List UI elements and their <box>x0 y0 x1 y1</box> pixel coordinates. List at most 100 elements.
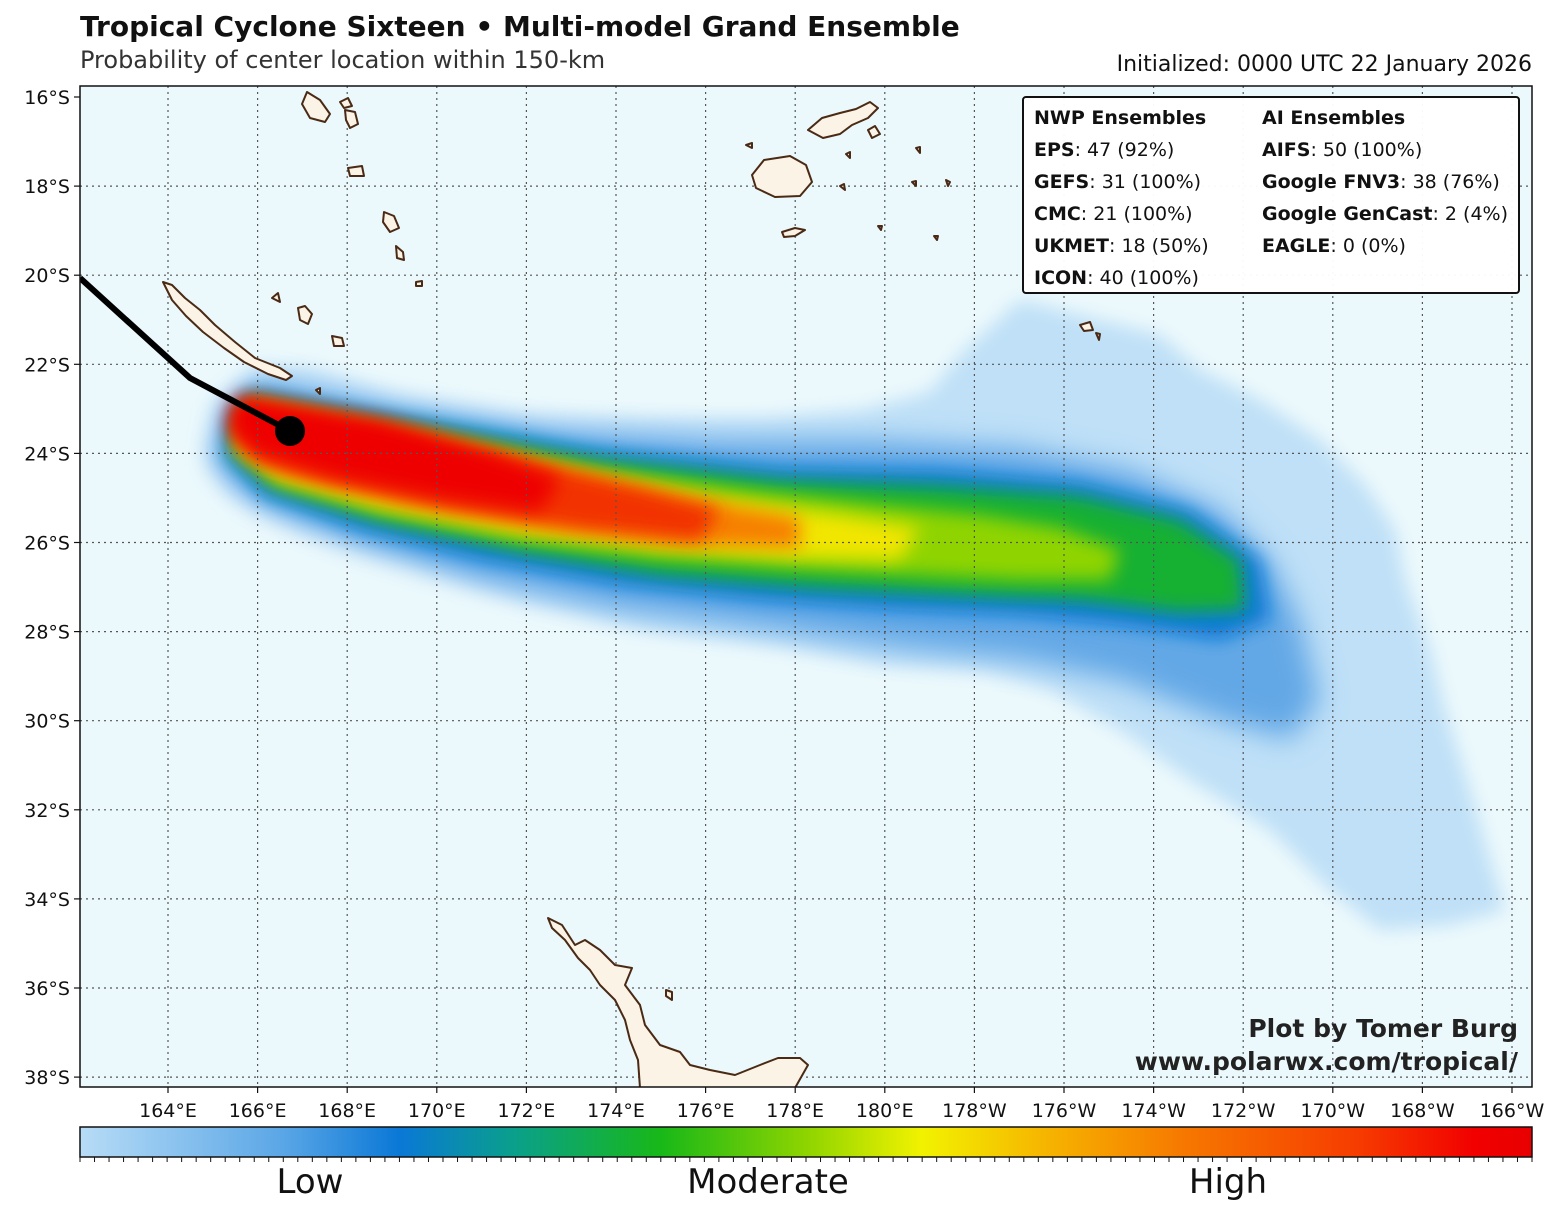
espiritu-santo <box>301 91 331 123</box>
lat-label: 26°S <box>24 533 70 555</box>
lon-label: 170°W <box>1301 1100 1366 1122</box>
ouvea <box>271 292 281 303</box>
model-name: CMC <box>1034 203 1081 225</box>
initialized-time: Initialized: 0000 UTC 22 January 2026 <box>1116 52 1532 77</box>
model-count: : 40 (100%) <box>1087 267 1199 289</box>
model-count: : 2 (4%) <box>1432 203 1509 225</box>
eua <box>1095 332 1101 341</box>
latitude-axis: 16°S 18°S 20°S 22°S 24°S 26°S 28°S 30°S 32°S 34°S… <box>24 87 80 1089</box>
lon-label: 168°E <box>318 1100 376 1122</box>
model-count: : 50 (100%) <box>1310 139 1423 161</box>
legend-row-google-fnv3: Google FNV3: 38 (76%) <box>1262 166 1508 198</box>
lifou <box>297 305 313 325</box>
lon-label: 176°E <box>677 1100 735 1122</box>
nwp-ensembles-header: NWP Ensembles <box>1034 107 1207 129</box>
taveuni <box>867 125 881 139</box>
fiji-islet-1 <box>745 142 753 149</box>
model-count: : 18 (50%) <box>1109 235 1209 257</box>
legend-row-eps: EPS: 47 (92%) <box>1034 134 1209 166</box>
model-name: UKMET <box>1034 235 1109 257</box>
tongatapu <box>1079 321 1094 332</box>
lon-label: 164°E <box>139 1100 197 1122</box>
lat-label: 18°S <box>24 176 70 198</box>
erromango <box>395 245 405 261</box>
plot-frame <box>79 85 1533 1088</box>
nwp-ensembles-column: NWP Ensembles EPS: 47 (92%) GEFS: 31 (10… <box>1034 104 1209 294</box>
malekula <box>344 109 359 129</box>
lon-label: 180°E <box>856 1100 914 1122</box>
lon-label: 172°W <box>1211 1100 1276 1122</box>
legend-row-eagle: EAGLE: 0 (0%) <box>1262 230 1508 262</box>
lon-label: 166°E <box>229 1100 287 1122</box>
legend-row-cmc: CMC: 21 (100%) <box>1034 198 1209 230</box>
lon-label: 174°E <box>587 1100 645 1122</box>
credit-author: Plot by Tomer Burg <box>1248 1014 1518 1043</box>
lau-islet-2 <box>915 146 921 154</box>
lau-islet-3 <box>839 183 846 191</box>
current-position-marker <box>275 416 305 446</box>
lat-label: 30°S <box>24 711 70 733</box>
lau-islet-1 <box>845 151 851 159</box>
colorbar <box>79 1126 1533 1158</box>
ambae <box>339 97 353 109</box>
legend-row-gefs: GEFS: 31 (100%) <box>1034 166 1209 198</box>
lon-label: 176°W <box>1032 1100 1097 1122</box>
model-name: Google FNV3 <box>1262 171 1401 193</box>
model-name: Google GenCast <box>1262 203 1433 225</box>
gridlines <box>80 86 1532 1087</box>
lat-label: 24°S <box>24 443 70 465</box>
lon-label: 174°W <box>1121 1100 1186 1122</box>
probability-swath <box>205 300 1505 930</box>
credit-url: www.polarwx.com/tropical/ <box>1134 1047 1518 1076</box>
chart-subtitle: Probability of center location within 15… <box>80 46 606 74</box>
legend-row-icon: ICON: 40 (100%) <box>1034 262 1209 294</box>
ono-i-lau <box>877 225 883 231</box>
lon-label: 178°W <box>942 1100 1007 1122</box>
new-zealand-north-island <box>547 917 809 1087</box>
model-name: ICON <box>1034 267 1088 289</box>
lat-label: 16°S <box>24 87 70 109</box>
model-count: : 21 (100%) <box>1080 203 1193 225</box>
model-name: EAGLE <box>1262 235 1331 257</box>
lon-label: 170°E <box>408 1100 466 1122</box>
colorbar-label-moderate: Moderate <box>687 1162 849 1202</box>
credit-block: Plot by Tomer Burg www.polarwx.com/tropi… <box>1135 1012 1518 1078</box>
legend-row-aifs: AIFS: 50 (100%) <box>1262 134 1508 166</box>
lat-label: 20°S <box>24 265 70 287</box>
isle-of-pines <box>315 387 321 395</box>
lat-label: 34°S <box>24 889 70 911</box>
great-barrier-island <box>665 989 673 1001</box>
epi <box>347 165 365 177</box>
landmasses <box>162 91 1101 1087</box>
kadavu <box>781 227 806 238</box>
model-count: : 47 (92%) <box>1074 139 1175 161</box>
colorbar-ticks <box>79 1157 1533 1162</box>
new-caledonia <box>162 281 293 381</box>
ai-ensembles-column: AI Ensembles AIFS: 50 (100%) Google FNV3… <box>1262 104 1508 262</box>
lon-label: 178°E <box>766 1100 824 1122</box>
model-name: GEFS <box>1034 171 1090 193</box>
lat-label: 22°S <box>24 354 70 376</box>
viti-levu <box>751 155 813 198</box>
model-name: AIFS <box>1262 139 1311 161</box>
lat-label: 36°S <box>24 978 70 1000</box>
lau-islet-5 <box>945 179 951 187</box>
lau-islet-6 <box>933 235 939 241</box>
longitude-axis: 164°E 166°E 168°E 170°E 172°E 174°E 176°E 178°E… <box>139 1087 1544 1122</box>
model-count: : 38 (76%) <box>1400 171 1500 193</box>
model-name: EPS <box>1034 139 1075 161</box>
colorbar-label-high: High <box>1188 1162 1268 1202</box>
lon-label: 168°W <box>1390 1100 1455 1122</box>
legend-row-ukmet: UKMET: 18 (50%) <box>1034 230 1209 262</box>
lat-label: 38°S <box>24 1067 70 1089</box>
legend-row-google-gencast: Google GenCast: 2 (4%) <box>1262 198 1508 230</box>
ai-ensembles-header: AI Ensembles <box>1262 107 1406 129</box>
efate <box>382 211 400 233</box>
model-count: : 0 (0%) <box>1330 235 1406 257</box>
lau-islet-4 <box>911 180 917 187</box>
vanua-levu <box>807 101 879 139</box>
colorbar-label-low: Low <box>276 1162 344 1202</box>
tanna <box>415 280 423 287</box>
lat-label: 32°S <box>24 800 70 822</box>
storm-track <box>80 275 292 434</box>
